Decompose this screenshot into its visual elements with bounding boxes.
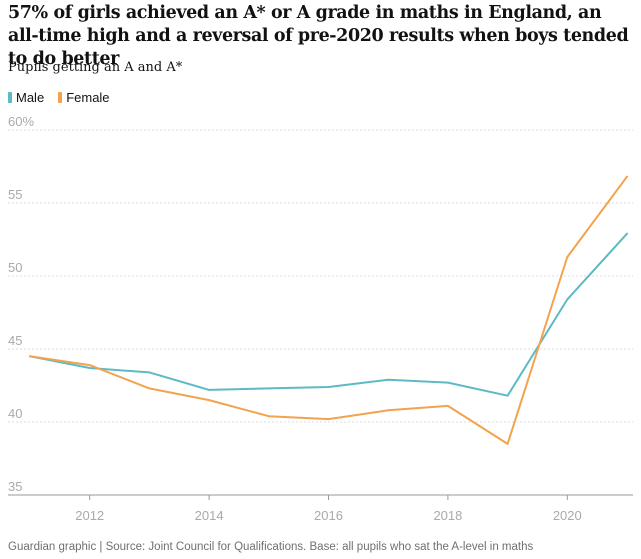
y-tick-label: 60% bbox=[8, 114, 34, 129]
chart-subtitle: Pupils getting an A and A* bbox=[8, 60, 183, 75]
y-tick-label: 55 bbox=[8, 187, 22, 202]
y-tick-label: 50 bbox=[8, 260, 22, 275]
legend-label-female: Female bbox=[66, 90, 110, 105]
x-tick-label: 2014 bbox=[195, 508, 224, 523]
x-tick-label: 2018 bbox=[433, 508, 462, 523]
legend-swatch-female bbox=[58, 92, 63, 103]
series-line-female bbox=[29, 175, 628, 445]
legend: Male Female bbox=[8, 90, 110, 105]
y-tick-label: 40 bbox=[8, 406, 22, 421]
legend-label-male: Male bbox=[16, 90, 45, 105]
x-tick-label: 2016 bbox=[314, 508, 343, 523]
x-tick-label: 2020 bbox=[553, 508, 582, 523]
series-line-male bbox=[29, 232, 628, 397]
source-note: Guardian graphic | Source: Joint Council… bbox=[8, 541, 534, 553]
chart-title: 57% of girls achieved an A* or A grade i… bbox=[8, 3, 629, 69]
y-tick-label: 45 bbox=[8, 333, 22, 348]
legend-item-male: Male bbox=[8, 90, 44, 105]
legend-item-female: Female bbox=[58, 90, 110, 105]
line-chart: 60% 55 50 45 40 35 2012 2014 2016 2018 2020 bbox=[8, 114, 633, 523]
legend-swatch-male bbox=[8, 92, 12, 103]
y-tick-label: 35 bbox=[8, 479, 22, 494]
x-tick-label: 2012 bbox=[75, 508, 104, 523]
